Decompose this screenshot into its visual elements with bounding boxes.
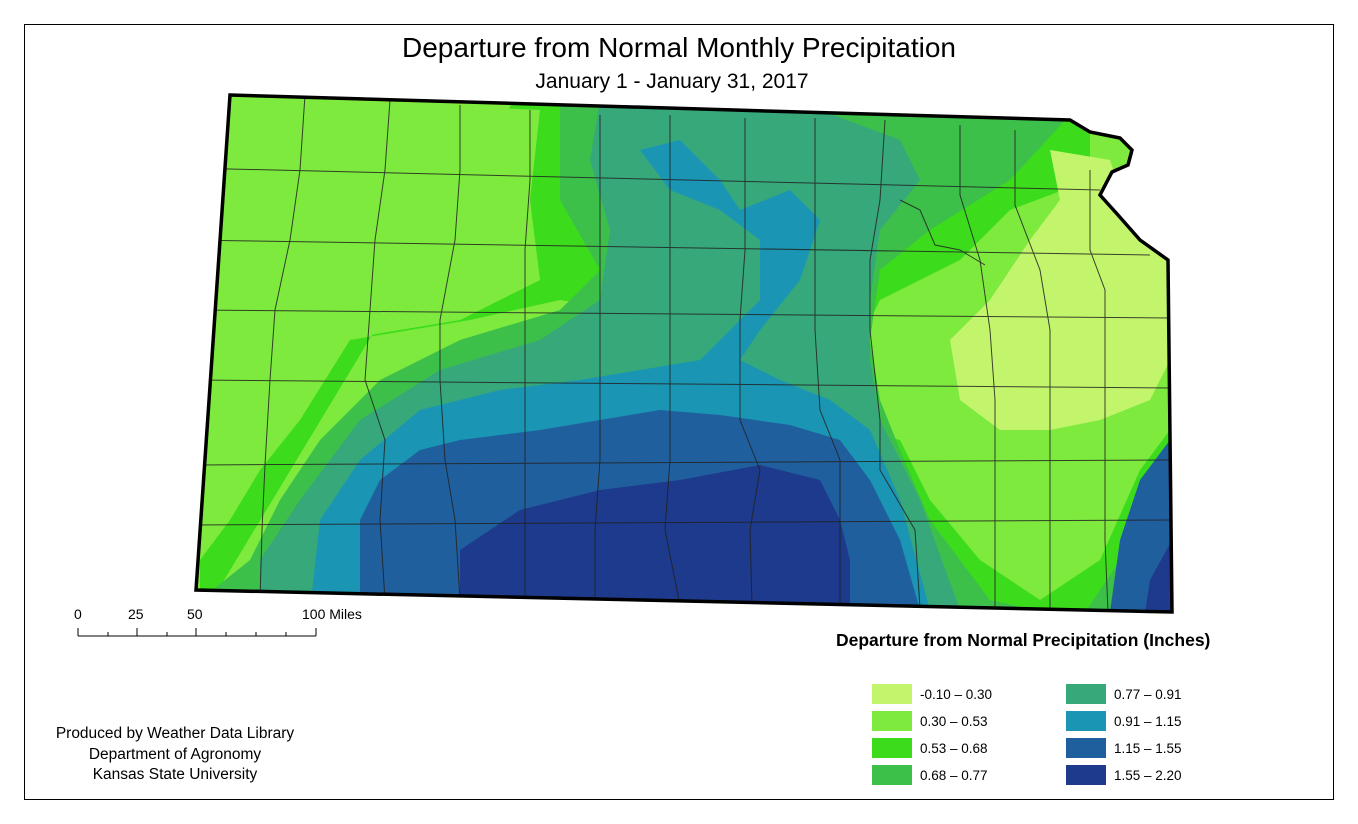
legend-swatch: [1066, 711, 1106, 731]
map-title: Departure from Normal Monthly Precipitat…: [402, 32, 956, 63]
credit-line: Department of Agronomy: [88, 745, 262, 763]
legend-swatch: [872, 711, 912, 731]
legend-label: 0.77 – 0.91: [1114, 687, 1182, 702]
legend-label: -0.10 – 0.30: [920, 687, 993, 702]
legend-swatch: [872, 684, 912, 704]
scale-tick-50: 50: [187, 606, 203, 622]
legend-label: 1.55 – 2.20: [1114, 768, 1182, 783]
scale-tick-100: 100 Miles: [302, 606, 362, 622]
credit-line: Produced by Weather Data Library: [55, 725, 295, 742]
scale-tick-0: 0: [74, 606, 82, 622]
precip-zones: [196, 95, 1172, 612]
state-outline: [194, 93, 1174, 614]
zone--0.10-0.30: [950, 150, 1170, 430]
zone-1.55-2.20: [460, 465, 850, 612]
legend-title: Departure from Normal Precipitation (Inc…: [836, 630, 1211, 650]
legend-label: 0.30 – 0.53: [920, 714, 988, 729]
scale-bar-lines: [77, 628, 317, 637]
legend-swatch: [872, 738, 912, 758]
map-subtitle: January 1 - January 31, 2017: [535, 70, 809, 93]
legend-label: 0.53 – 0.68: [920, 741, 988, 756]
county-lines: [196, 95, 1171, 612]
legend-swatch: [872, 765, 912, 785]
credits: Produced by Weather Data Library Departm…: [30, 724, 320, 786]
legend-label: 0.68 – 0.77: [920, 768, 988, 783]
map-frame: [24, 24, 1334, 800]
zone-0.30-0.53-west: [200, 95, 540, 560]
legend-label: 1.15 – 1.55: [1114, 741, 1182, 756]
legend-swatch: [1066, 684, 1106, 704]
credit-line: Kansas State University: [92, 766, 258, 783]
legend-swatch: [1066, 738, 1106, 758]
scale-tick-25: 25: [128, 606, 144, 622]
zone-1.55-2.20-se: [1145, 540, 1172, 612]
legend-label: 0.91 – 1.15: [1114, 714, 1182, 729]
legend-swatch: [1066, 765, 1106, 785]
